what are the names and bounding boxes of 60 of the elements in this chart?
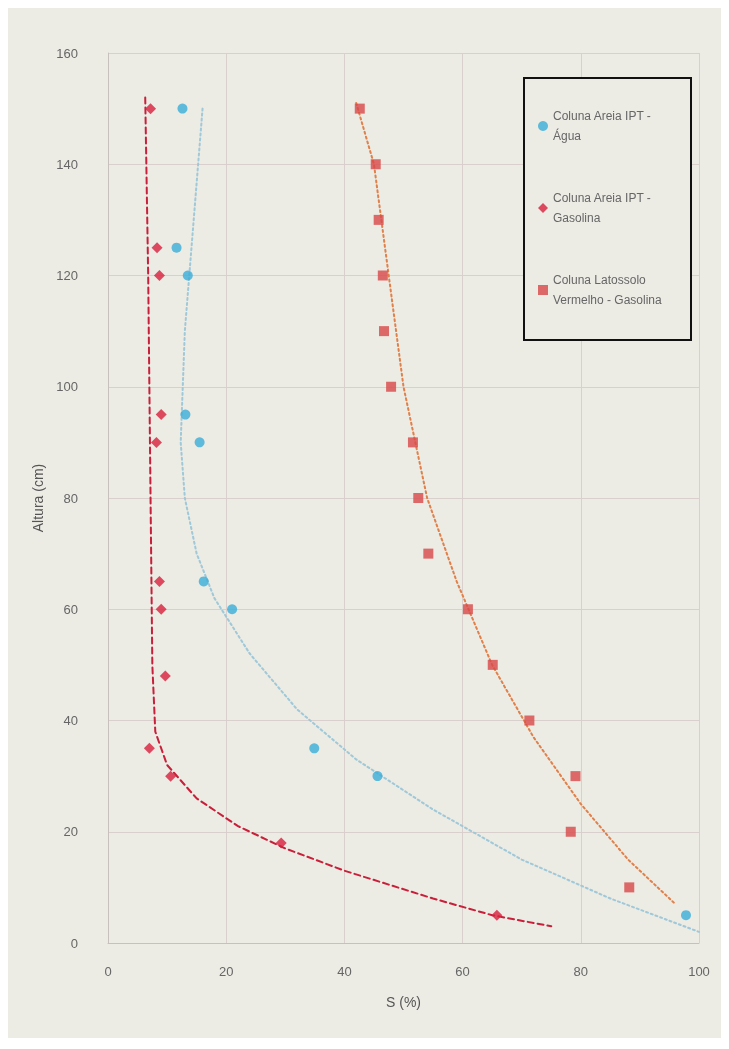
line-series: [179, 107, 700, 933]
y-tick-label: 40: [63, 713, 78, 728]
point: [370, 159, 381, 170]
point: [194, 437, 205, 448]
point: [309, 743, 320, 754]
x-tick-label: 40: [337, 964, 352, 979]
point: [373, 214, 384, 225]
point: [227, 604, 238, 615]
point: [153, 575, 165, 587]
point: [150, 436, 162, 448]
point: [275, 837, 287, 849]
point: [198, 576, 209, 587]
y-tick-label: 120: [56, 268, 78, 283]
y-tick-label: 100: [56, 379, 78, 395]
point: [159, 670, 171, 682]
point: [413, 493, 424, 503]
point: [565, 826, 576, 837]
point: [624, 882, 635, 893]
y-tick-label: 160: [56, 45, 78, 61]
x-tick-label: 20: [218, 964, 234, 979]
y-tick-label: 60: [63, 601, 78, 617]
y-axis-title: Altura (cm): [30, 463, 47, 533]
x-tick-label: 60: [455, 964, 470, 979]
line-series: [355, 102, 677, 906]
point: [182, 270, 193, 281]
point: [151, 242, 163, 254]
point: [423, 548, 434, 559]
legend-label: Coluna Areia IPT - Gasolina: [553, 191, 655, 225]
point: [354, 103, 365, 114]
point: [372, 771, 383, 782]
point: [155, 409, 167, 421]
point: [487, 659, 498, 670]
line-series: [144, 96, 553, 928]
point: [386, 381, 397, 392]
point: [491, 909, 503, 921]
point: [570, 771, 581, 782]
point: [143, 742, 155, 754]
x-tick-label: 80: [573, 964, 589, 979]
point: [524, 715, 535, 726]
y-tick-label: 0: [70, 935, 78, 951]
x-tick-label: 0: [104, 964, 112, 979]
legend-label: Coluna Latossolo Vermelho - Gasolina: [553, 273, 663, 307]
point: [379, 326, 389, 337]
point: [180, 409, 191, 420]
point: [145, 103, 157, 115]
point: [171, 242, 182, 253]
point: [165, 770, 177, 782]
point: [155, 603, 167, 615]
y-tick-label: 80: [63, 490, 78, 506]
point: [681, 910, 691, 921]
x-tick-label: 100: [688, 964, 710, 979]
x-axis-title: S (%): [386, 994, 421, 1010]
point: [407, 437, 418, 448]
y-tick-label: 20: [63, 824, 78, 840]
point: [462, 604, 473, 615]
point: [377, 270, 388, 281]
legend-label: Coluna Areia IPT - Água: [553, 109, 655, 143]
point: [153, 270, 165, 281]
point: [177, 103, 188, 114]
y-tick-label: 140: [56, 156, 78, 172]
